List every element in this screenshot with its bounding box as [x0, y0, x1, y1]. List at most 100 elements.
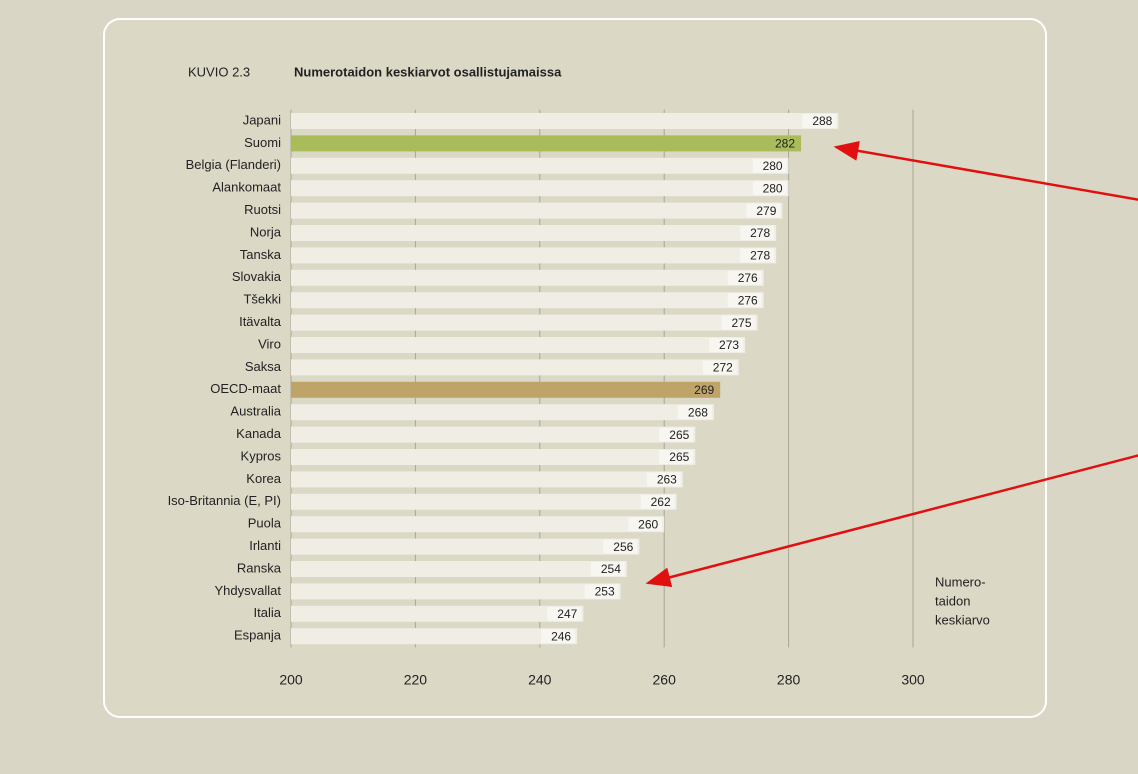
value-label-box [721, 315, 756, 330]
category-label: Ranska [237, 560, 282, 575]
category-label: Espanja [234, 628, 282, 643]
value-label-box [603, 539, 638, 554]
value-label-box [702, 360, 737, 375]
value-label-box [547, 606, 582, 621]
category-label: Norja [250, 224, 282, 239]
arrows [645, 141, 1138, 588]
bar [291, 269, 764, 286]
bar [291, 314, 758, 331]
category-label: Tanska [240, 247, 282, 262]
value-label-box [590, 562, 625, 576]
value-label-box [802, 114, 837, 128]
category-label: Italia [254, 605, 282, 620]
value-label: 276 [738, 293, 758, 307]
value-label: 288 [812, 114, 832, 128]
value-label-box [659, 427, 694, 442]
value-label-box [709, 338, 744, 352]
bar [291, 628, 578, 645]
x-tick-label: 280 [777, 672, 801, 688]
value-label: 260 [638, 517, 658, 531]
value-label: 268 [688, 405, 708, 419]
value-label: 253 [595, 585, 615, 599]
category-label: Tšekki [243, 292, 281, 307]
value-label: 276 [738, 271, 758, 285]
value-label-box [727, 270, 762, 285]
category-label: Iso-Britannia (E, PI) [168, 493, 281, 508]
value-label: 280 [763, 181, 783, 195]
value-label-box [752, 158, 787, 173]
value-label: 279 [756, 204, 776, 218]
value-label: 256 [613, 540, 633, 554]
bar [291, 538, 640, 555]
value-label: 263 [657, 473, 677, 487]
bar [291, 113, 839, 129]
bar [291, 516, 665, 533]
bar [291, 337, 746, 353]
figure-number: KUVIO 2.3 [188, 64, 250, 79]
category-label: Irlanti [249, 538, 281, 553]
value-label: 278 [750, 226, 770, 240]
bar [291, 493, 677, 510]
bar [291, 404, 714, 421]
category-label: Saksa [245, 359, 282, 374]
x-tick-label: 200 [279, 672, 303, 688]
bar [291, 583, 621, 600]
value-label-box [746, 203, 781, 218]
bar [291, 225, 777, 241]
chart-title: Numerotaidon keskiarvot osallistujamaiss… [294, 64, 562, 79]
value-label-box [659, 450, 694, 464]
value-label: 246 [551, 629, 571, 643]
category-label: Australia [230, 404, 281, 419]
value-label: 282 [775, 137, 795, 151]
value-label-box [677, 405, 712, 420]
bar [291, 449, 696, 465]
bar [291, 292, 764, 309]
x-tick-label: 220 [404, 672, 428, 688]
value-label-box [646, 472, 681, 487]
category-label: Korea [246, 471, 281, 486]
value-label: 247 [557, 607, 577, 621]
value-label-box [584, 584, 619, 599]
bar [291, 202, 783, 219]
value-label-box [541, 629, 576, 644]
value-label-box [628, 517, 663, 532]
bar [291, 359, 739, 376]
arrow [833, 141, 1138, 201]
x-axis-label: Numero- [935, 574, 986, 589]
value-label: 273 [719, 338, 739, 352]
category-label: Puola [248, 516, 282, 531]
bar [291, 381, 721, 398]
x-tick-label: 300 [901, 672, 925, 688]
plot: 200 220 240 260 280 300 Japani 288 Suomi 282 Belgi… [168, 109, 990, 688]
category-label: Kanada [236, 426, 282, 441]
value-label: 265 [669, 428, 689, 442]
value-label-box [740, 248, 775, 263]
category-label: Yhdysvallat [215, 583, 282, 598]
value-label-box [640, 494, 675, 509]
x-axis-label: keskiarvo [935, 612, 990, 627]
value-label-box [727, 293, 762, 308]
category-label: Kypros [241, 448, 282, 463]
x-axis-label: taidon [935, 593, 970, 608]
value-label-box [740, 226, 775, 240]
category-label: Ruotsi [244, 202, 281, 217]
value-label: 262 [651, 495, 671, 509]
bar [291, 605, 584, 622]
bar [291, 247, 777, 264]
value-label: 265 [669, 450, 689, 464]
value-label: 278 [750, 249, 770, 263]
category-label: Japani [243, 112, 281, 127]
value-label-box [752, 181, 787, 196]
arrow [645, 454, 1138, 588]
value-label: 254 [601, 562, 621, 576]
value-label: 272 [713, 361, 733, 375]
bar [291, 561, 627, 577]
category-label: Itävalta [239, 314, 282, 329]
category-label: Belgia (Flanderi) [186, 157, 281, 172]
value-label: 275 [731, 316, 751, 330]
category-label: Alankomaat [212, 180, 281, 195]
bar [291, 426, 696, 443]
value-label: 269 [694, 383, 714, 397]
bar [291, 135, 802, 152]
